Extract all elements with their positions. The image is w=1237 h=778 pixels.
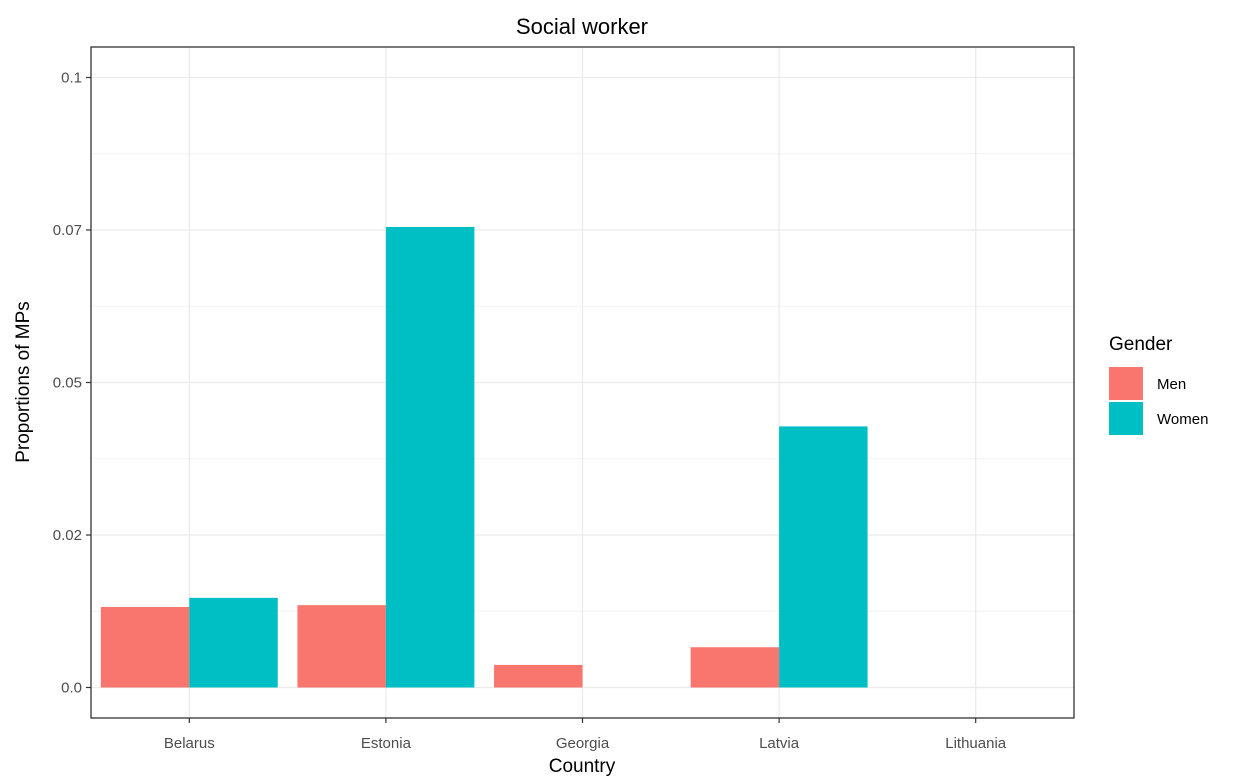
legend-label-women: Women (1157, 411, 1208, 428)
bar-men-estonia (297, 605, 386, 688)
y-tick-label: 0.07 (53, 222, 82, 239)
x-tick-label: Georgia (556, 735, 610, 752)
y-tick-label: 0.05 (53, 375, 82, 392)
y-tick-label: 0.02 (53, 527, 82, 544)
legend-label-men: Men (1157, 376, 1186, 393)
x-axis: Belarus Estonia Georgia Latvia Lithuania (164, 718, 1007, 752)
y-axis-title: Proportions of MPs (13, 301, 34, 463)
chart-title: Social worker (516, 14, 648, 39)
bar-women-belarus (189, 597, 278, 688)
bar-women-estonia (385, 226, 475, 688)
y-tick-label: 0.0 (61, 680, 82, 697)
x-tick-label: Estonia (361, 735, 412, 752)
legend: Gender Men Women (1109, 334, 1208, 435)
bar-men-latvia (690, 647, 780, 688)
bar-women-latvia (779, 426, 868, 688)
legend-key-women (1109, 402, 1143, 435)
y-tick-label: 0.1 (61, 70, 82, 87)
x-tick-label: Belarus (164, 735, 215, 752)
x-tick-label: Latvia (759, 735, 800, 752)
bar-men-georgia (494, 664, 583, 688)
legend-title: Gender (1109, 334, 1173, 355)
legend-key-men (1109, 367, 1143, 400)
bar-men-belarus (100, 606, 190, 688)
bars (100, 226, 868, 688)
x-axis-title: Country (549, 756, 616, 777)
y-axis: 0.0 0.02 0.05 0.07 0.1 (53, 70, 91, 697)
x-tick-label: Lithuania (945, 735, 1007, 752)
